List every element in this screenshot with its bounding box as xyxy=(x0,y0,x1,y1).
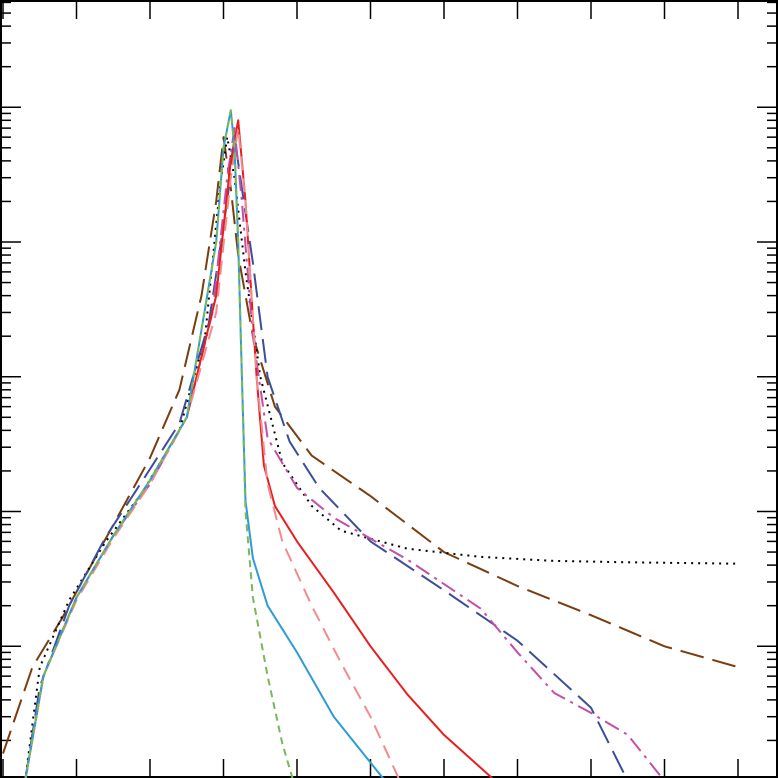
series-line-2 xyxy=(24,136,739,778)
series-line-7 xyxy=(24,109,385,778)
series-lines xyxy=(2,109,739,778)
series-line-1 xyxy=(2,136,739,754)
series-line-4 xyxy=(24,127,664,778)
series-line-3 xyxy=(24,136,628,778)
series-line-5 xyxy=(24,119,494,778)
series-line-8 xyxy=(24,109,294,778)
